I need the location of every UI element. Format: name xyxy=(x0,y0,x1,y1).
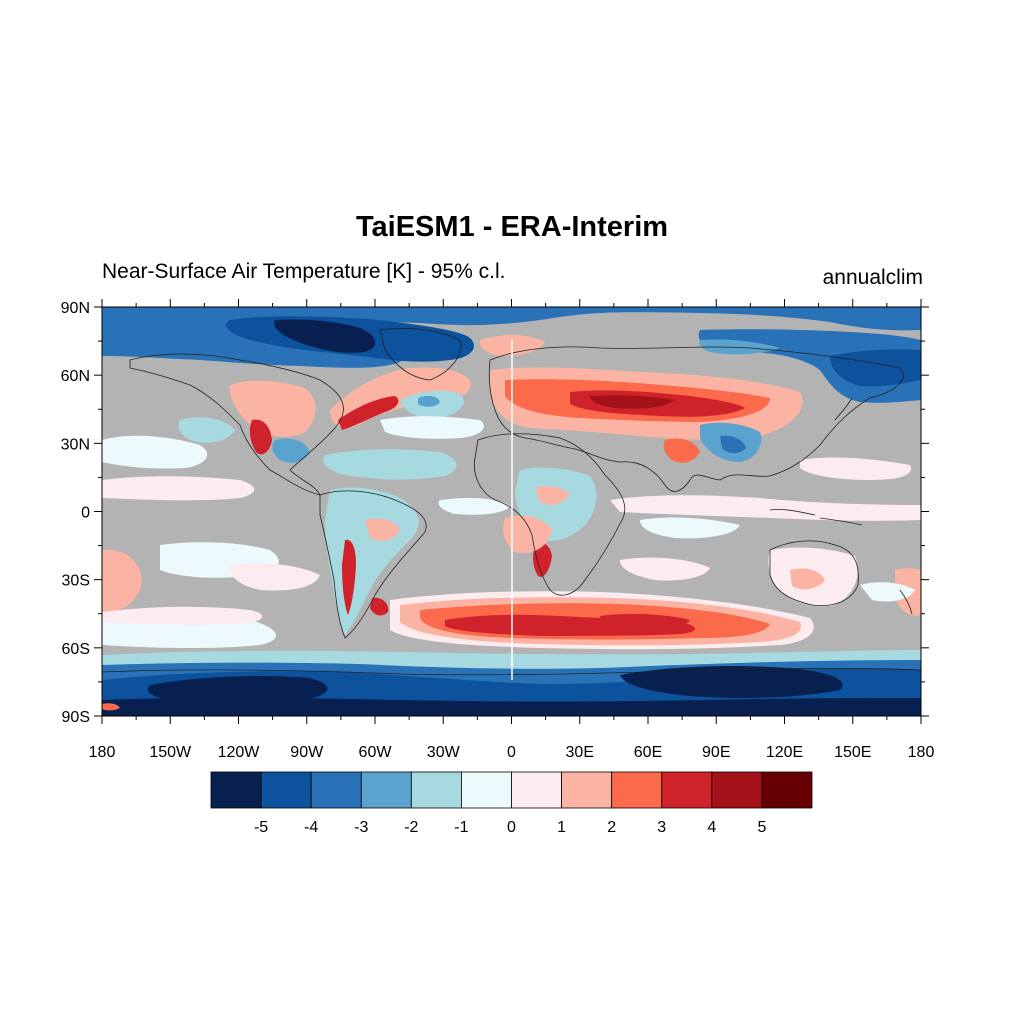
andes-hot xyxy=(342,539,356,615)
equatorial-atlantic-light xyxy=(438,498,510,515)
lon-tick-label: 180 xyxy=(908,744,935,761)
colorbar-label: -2 xyxy=(404,819,418,836)
colorbar-label: 1 xyxy=(557,819,566,836)
lon-tick-label: 150E xyxy=(834,744,871,761)
south-pacific-pink xyxy=(229,563,320,591)
tibet-colder xyxy=(720,435,746,454)
colorbar-box xyxy=(310,771,362,809)
colorbar: -5 -4 -3 -2 -1 0 1 2 3 4 5 xyxy=(210,771,813,836)
atlantic-light-band xyxy=(380,416,484,439)
atlantic-cool-band xyxy=(323,449,457,480)
lat-tick-label: 30N xyxy=(61,436,90,453)
lat-tick-label: 30S xyxy=(62,573,90,590)
variable-subtitle: Near-Surface Air Temperature [K] - 95% c… xyxy=(102,260,506,283)
colorbar-box xyxy=(761,771,813,809)
antarctic-warm-spot xyxy=(102,703,120,711)
south-america-warm xyxy=(365,518,400,541)
tropical-pacific-pink-2 xyxy=(610,495,921,521)
lon-tick-label: 90W xyxy=(290,744,324,761)
coastline-north-america xyxy=(129,353,344,496)
southern-ocean-hot-2 xyxy=(600,613,690,629)
axis-ticks: 90N 60N 30N 0 30S 60S 90S 180 150W 120W 90W 60W 30W 0… xyxy=(61,299,935,761)
west-pacific-pink xyxy=(800,457,911,480)
pacific-subtropic-light xyxy=(102,435,208,469)
colorbar-box xyxy=(210,771,262,809)
se-pacific-warm xyxy=(102,549,142,614)
lon-tick-label: 30W xyxy=(427,744,461,761)
colorbar-box xyxy=(511,771,562,809)
colorbar-label: 3 xyxy=(657,819,666,836)
lat-tick-label: 90S xyxy=(62,709,90,726)
lat-tick-label: 0 xyxy=(81,505,90,522)
lon-tick-label: 30E xyxy=(566,744,594,761)
colorbar-label: -3 xyxy=(354,819,368,836)
australia-warm xyxy=(790,568,825,590)
colorbar-box xyxy=(410,771,462,809)
siberia-moderate-cold xyxy=(699,339,780,355)
lon-tick-label: 150W xyxy=(149,744,192,761)
south-pacific-pink-band xyxy=(102,606,263,625)
india-warm xyxy=(663,438,700,463)
coastline-europe-asia xyxy=(488,346,904,492)
colorbar-box xyxy=(661,771,713,809)
lon-tick-label: 90E xyxy=(702,744,730,761)
africa-warm-patches xyxy=(535,486,570,505)
lon-tick-label: 60W xyxy=(359,744,393,761)
rockies-hot xyxy=(249,419,272,455)
indian-ocean-light xyxy=(640,517,740,539)
central-asia-hottest xyxy=(590,395,675,409)
coastline-australia xyxy=(769,540,859,607)
pacific-nw-cool xyxy=(178,417,235,443)
colorbar-label: 5 xyxy=(757,819,766,836)
coastline-nz xyxy=(899,589,913,615)
colorbar-label: -1 xyxy=(454,819,468,836)
colorbar-box xyxy=(561,771,613,809)
coastline-antarctica xyxy=(101,668,922,676)
tropical-pacific-pink xyxy=(102,476,255,501)
coastline-greenland xyxy=(379,328,462,381)
lat-tick-label: 60S xyxy=(62,641,90,658)
west-pacific-light xyxy=(860,582,915,602)
colorbar-label: -4 xyxy=(304,819,318,836)
colorbar-box xyxy=(461,771,512,809)
lat-tick-label: 90N xyxy=(61,300,90,317)
colorbar-label: 4 xyxy=(707,819,716,836)
coastlines xyxy=(101,328,922,676)
coastline-africa xyxy=(473,433,626,596)
map-field xyxy=(102,307,921,716)
colorbar-box xyxy=(360,771,412,809)
south-atlantic-warm-tongue xyxy=(503,515,552,554)
antarctic-coldest-east xyxy=(620,666,843,698)
colorbar-label: 2 xyxy=(607,819,616,836)
lon-tick-label: 120W xyxy=(218,744,261,761)
lon-tick-label: 0 xyxy=(507,744,516,761)
antarctic-coldest-west xyxy=(147,676,328,705)
coastline-indonesia xyxy=(769,509,863,526)
colorbar-box xyxy=(611,771,663,809)
east-siberia-cold xyxy=(830,349,921,387)
patagonia-hot xyxy=(370,597,389,616)
season-subtitle: annualclim xyxy=(822,266,923,289)
lon-tick-label: 180 xyxy=(89,744,116,761)
coastline-japan xyxy=(834,397,853,421)
colorbar-box xyxy=(260,771,312,809)
greenland-coldest xyxy=(274,319,376,353)
arctic-cold-band xyxy=(102,307,921,331)
plot-title: TaiESM1 - ERA-Interim xyxy=(355,211,669,243)
namibia-hot xyxy=(533,542,552,577)
coastline-south-america xyxy=(319,490,427,639)
colorbar-label: -5 xyxy=(254,819,268,836)
north-atlantic-cold-spot xyxy=(418,395,440,407)
lat-tick-label: 60N xyxy=(61,368,90,385)
colorbar-label: 0 xyxy=(507,819,516,836)
north-america-cool xyxy=(272,438,310,463)
colorbar-box xyxy=(711,771,763,809)
indian-ocean-pink xyxy=(620,557,710,581)
gulf-stream-warm xyxy=(338,396,399,430)
lon-tick-label: 60E xyxy=(634,744,662,761)
antarctic-coldest-south xyxy=(102,697,921,716)
lon-tick-label: 120E xyxy=(766,744,803,761)
